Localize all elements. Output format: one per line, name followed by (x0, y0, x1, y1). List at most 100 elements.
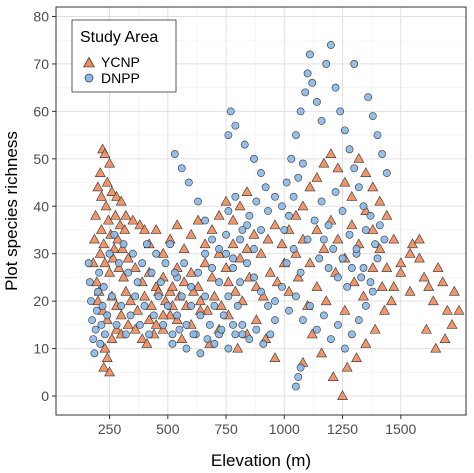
data-point-dnpp (261, 183, 270, 192)
data-point-ycnp (337, 390, 348, 400)
data-point-ycnp (187, 285, 199, 296)
legend-label-dnpp: DNPP (101, 70, 140, 86)
data-point-ycnp (276, 238, 288, 249)
data-point-ycnp (395, 266, 407, 277)
data-point-ycnp (90, 209, 102, 220)
data-point-dnpp (250, 245, 258, 253)
data-point-dnpp (210, 339, 219, 348)
data-point-ycnp (150, 224, 162, 234)
data-point-ycnp (304, 181, 316, 192)
data-point-ycnp (441, 304, 453, 315)
data-point-dnpp (96, 339, 105, 348)
data-point-dnpp (215, 278, 223, 287)
data-point-dnpp (184, 178, 193, 187)
data-point-ycnp (164, 285, 176, 296)
data-point-ycnp (339, 304, 351, 315)
data-point-dnpp (138, 259, 147, 268)
data-point-dnpp (135, 320, 144, 329)
data-point-ycnp (104, 366, 116, 377)
x-axis-title: Elevation (m) (211, 451, 311, 470)
data-point-dnpp (170, 268, 179, 277)
data-point-ycnp (150, 319, 162, 329)
data-point-ycnp (92, 295, 104, 306)
data-point-ycnp (374, 195, 386, 206)
data-point-dnpp (142, 240, 151, 249)
data-point-ycnp (439, 333, 451, 344)
data-point-ycnp (99, 342, 111, 353)
data-point-dnpp (373, 254, 382, 263)
data-point-ycnp (120, 285, 132, 296)
data-point-dnpp (112, 320, 121, 329)
data-point-dnpp (303, 235, 312, 244)
data-point-dnpp (201, 216, 209, 225)
data-point-dnpp (368, 112, 377, 121)
data-point-dnpp (187, 283, 196, 291)
y-tick-label: 50 (33, 151, 49, 167)
data-point-dnpp (306, 301, 314, 310)
data-point-dnpp (354, 183, 363, 192)
data-point-ycnp (185, 266, 197, 277)
data-point-ycnp (360, 167, 372, 177)
data-point-dnpp (240, 140, 249, 149)
data-point-ycnp (388, 281, 400, 291)
data-point-ycnp (120, 209, 132, 220)
data-point-dnpp (345, 230, 354, 239)
data-point-ycnp (271, 276, 283, 287)
data-point-dnpp (313, 325, 321, 334)
data-point-ycnp (395, 257, 407, 268)
data-point-dnpp (338, 254, 347, 263)
data-point-ycnp (257, 290, 269, 301)
data-point-ycnp (320, 295, 332, 306)
data-point-ycnp (290, 247, 302, 258)
data-point-dnpp (250, 273, 258, 282)
data-point-dnpp (350, 60, 359, 68)
data-point-dnpp (364, 93, 373, 102)
data-point-dnpp (222, 230, 230, 239)
data-point-ycnp (129, 323, 141, 334)
data-point-ycnp (241, 243, 253, 253)
data-point-dnpp (219, 311, 228, 320)
data-point-dnpp (226, 107, 235, 116)
data-point-dnpp (110, 230, 119, 239)
data-point-dnpp (114, 259, 123, 268)
data-point-dnpp (126, 311, 135, 320)
data-point-ycnp (346, 190, 358, 201)
data-point-dnpp (378, 150, 387, 158)
data-point-ycnp (283, 285, 295, 296)
data-point-dnpp (299, 159, 307, 168)
data-point-ycnp (404, 247, 416, 258)
y-axis-ticks: 0 10 20 30 40 50 60 70 80 (33, 8, 56, 404)
data-point-ycnp (290, 209, 302, 220)
data-point-dnpp (91, 325, 100, 334)
data-point-ycnp (94, 247, 106, 258)
data-point-dnpp (359, 202, 368, 211)
data-point-ycnp (227, 214, 239, 225)
data-point-ycnp (264, 266, 276, 277)
data-point-dnpp (280, 226, 289, 234)
y-tick-label: 80 (33, 8, 49, 24)
data-point-dnpp (361, 301, 370, 310)
data-point-ycnp (374, 243, 386, 253)
data-point-ycnp (358, 290, 369, 301)
y-tick-label: 0 (41, 388, 49, 404)
data-point-dnpp (352, 245, 361, 253)
data-point-dnpp (257, 169, 265, 177)
data-point-ycnp (304, 257, 316, 268)
data-point-dnpp (373, 131, 382, 139)
data-point-ycnp (99, 257, 111, 268)
data-point-dnpp (317, 116, 326, 125)
data-point-dnpp (313, 97, 321, 106)
data-point-ycnp (404, 285, 416, 296)
data-point-ycnp (341, 361, 353, 372)
data-point-ycnp (446, 319, 458, 329)
grid-major (56, 7, 466, 415)
data-point-dnpp (154, 292, 163, 301)
data-point-dnpp (92, 306, 101, 315)
data-point-dnpp (319, 235, 328, 244)
x-tick-label: 750 (214, 421, 238, 437)
data-point-ycnp (406, 238, 418, 249)
x-tick-label: 1000 (269, 421, 300, 437)
data-point-dnpp (238, 320, 247, 329)
data-point-dnpp (292, 292, 300, 301)
data-point-ycnp (220, 195, 232, 206)
